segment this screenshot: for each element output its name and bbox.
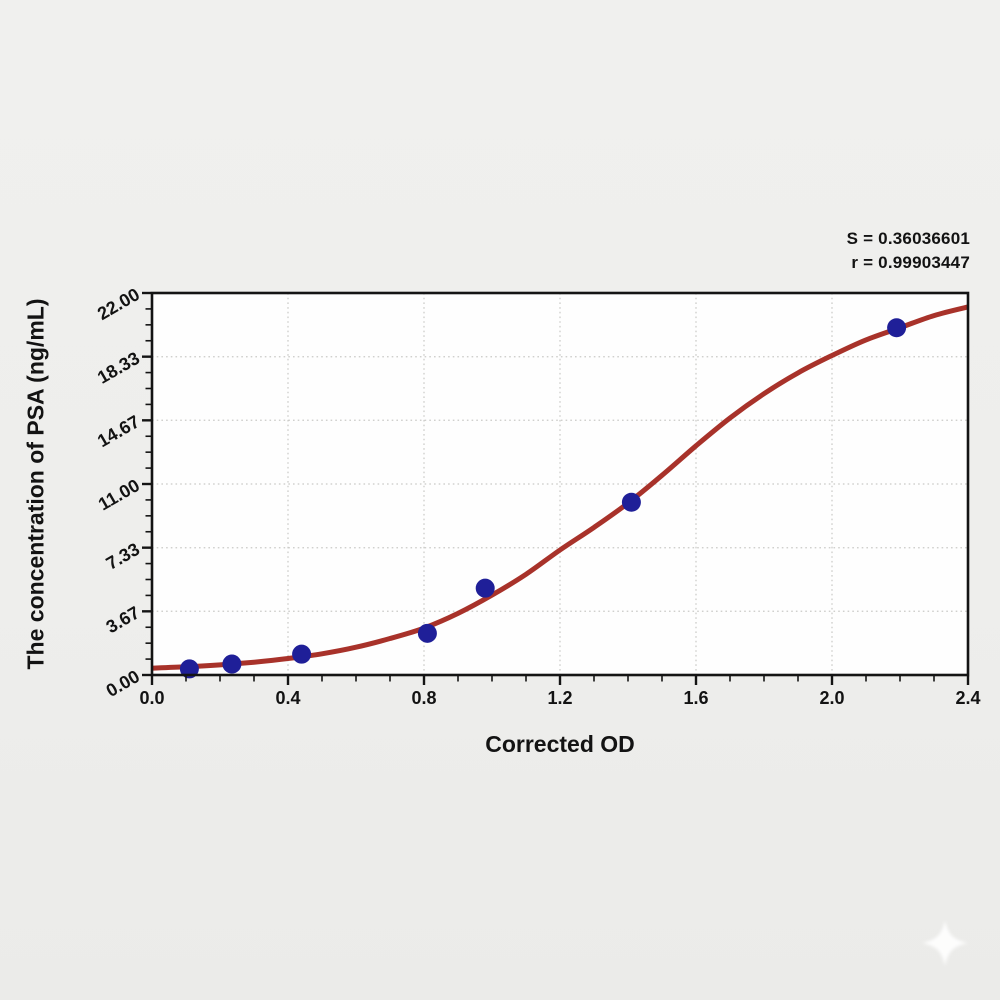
data-point [222,654,242,674]
y-tick-label: 22.00 [94,284,143,324]
fit-stats: S = 0.36036601 r = 0.99903447 [847,227,970,275]
data-point [621,492,641,512]
sparkle-watermark-icon [922,920,968,966]
x-tick-label: 2.0 [819,688,844,708]
data-point [475,578,495,598]
x-tick-label: 0.8 [411,688,436,708]
x-tick-label: 1.2 [547,688,572,708]
x-axis-title: Corrected OD [485,731,635,757]
x-tick-label: 1.6 [683,688,708,708]
y-tick-label: 14.67 [94,411,143,451]
x-tick-label: 0.0 [139,688,164,708]
x-tick-label: 2.4 [955,688,980,708]
plot-frame [150,291,970,677]
fit-curve-line [151,304,969,671]
y-tick-label: 0.00 [103,666,143,701]
y-tick-label: 7.33 [103,539,143,574]
s-value-label: S = 0.36036601 [846,229,970,248]
y-tick-label: 11.00 [95,475,143,514]
x-tick-label: 0.4 [275,688,300,708]
y-tick-label: 18.33 [94,348,143,388]
data-point [887,318,907,338]
r-value-label: r = 0.99903447 [851,253,970,272]
data-point [417,623,437,643]
y-axis-title: The concentration of PSA (ng/mL) [22,298,49,670]
data-point [179,659,199,679]
data-point [292,644,312,664]
y-tick-label: 3.67 [103,602,143,637]
